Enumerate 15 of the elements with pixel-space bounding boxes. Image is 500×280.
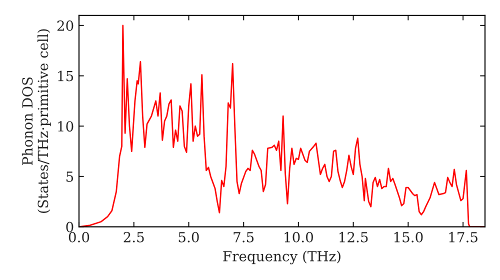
y-tick-label: 20 — [57, 20, 74, 31]
y-tick-label: 10 — [58, 121, 74, 132]
y-tick-label: 15 — [58, 70, 74, 82]
x-tick-label: 15.0 — [394, 232, 423, 242]
x-tick-label: 10.0 — [284, 232, 313, 242]
x-axis-title: Frequency (THz) — [223, 250, 340, 264]
x-tick-label: 7.5 — [234, 232, 254, 242]
x-tick-label: 17.5 — [449, 232, 478, 242]
x-tick-label: 0.0 — [68, 232, 90, 242]
x-tick-label: 2.5 — [124, 232, 144, 242]
y-tick-label: 0 — [66, 222, 74, 232]
x-tick-label: 5.0 — [178, 232, 199, 242]
x-tick-label: 12.5 — [340, 232, 368, 242]
y-axis-title: Phonon DOS (States/THz·primitive cell) — [22, 29, 51, 213]
y-tick-label: 5 — [66, 172, 74, 182]
